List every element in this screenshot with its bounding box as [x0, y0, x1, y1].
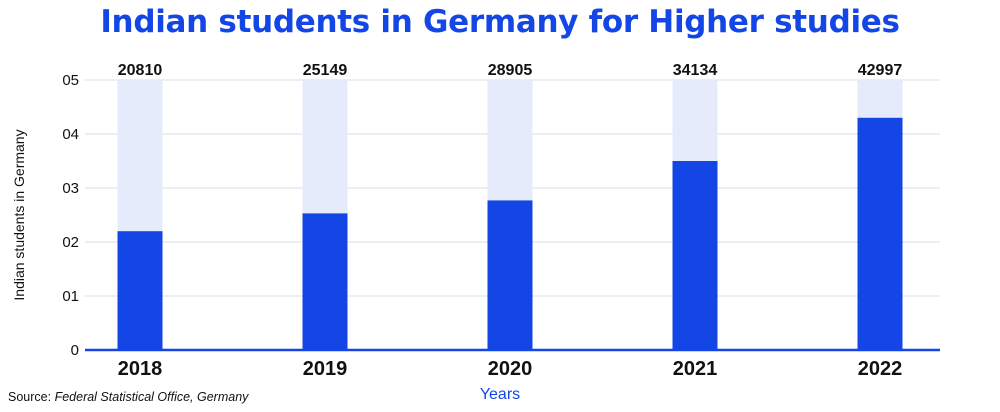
x-tick-label: 2018 [118, 358, 163, 380]
y-axis-label: Indian students in Germany [11, 129, 27, 301]
y-tick-label: 05 [62, 72, 79, 89]
data-label: 28905 [488, 62, 533, 79]
x-axis-label: Years [479, 386, 521, 403]
source-name: Federal Statistical Office, Germany [54, 390, 249, 404]
x-tick-label: 2020 [488, 358, 533, 380]
x-tick-label: 2021 [673, 358, 718, 380]
x-tick-label: 2022 [858, 358, 903, 380]
data-label: 34134 [673, 62, 718, 79]
y-tick-label: 02 [62, 234, 79, 251]
bar [117, 231, 163, 350]
source-prefix: Source: [8, 390, 52, 404]
bar [487, 200, 533, 350]
data-label: 25149 [303, 62, 348, 79]
data-label: 42997 [858, 62, 903, 79]
bar [672, 161, 718, 350]
data-label: 20810 [118, 62, 163, 79]
bar [302, 213, 348, 350]
x-tick-label: 2019 [303, 358, 348, 380]
source-note: Source: Federal Statistical Office, Germ… [8, 390, 248, 404]
chart-title: Indian students in Germany for Higher st… [100, 4, 900, 40]
y-tick-label: 03 [62, 180, 79, 197]
bar [857, 117, 903, 350]
y-tick-label: 01 [62, 288, 79, 305]
y-tick-label: 0 [71, 342, 79, 359]
y-tick-label: 04 [62, 126, 79, 143]
